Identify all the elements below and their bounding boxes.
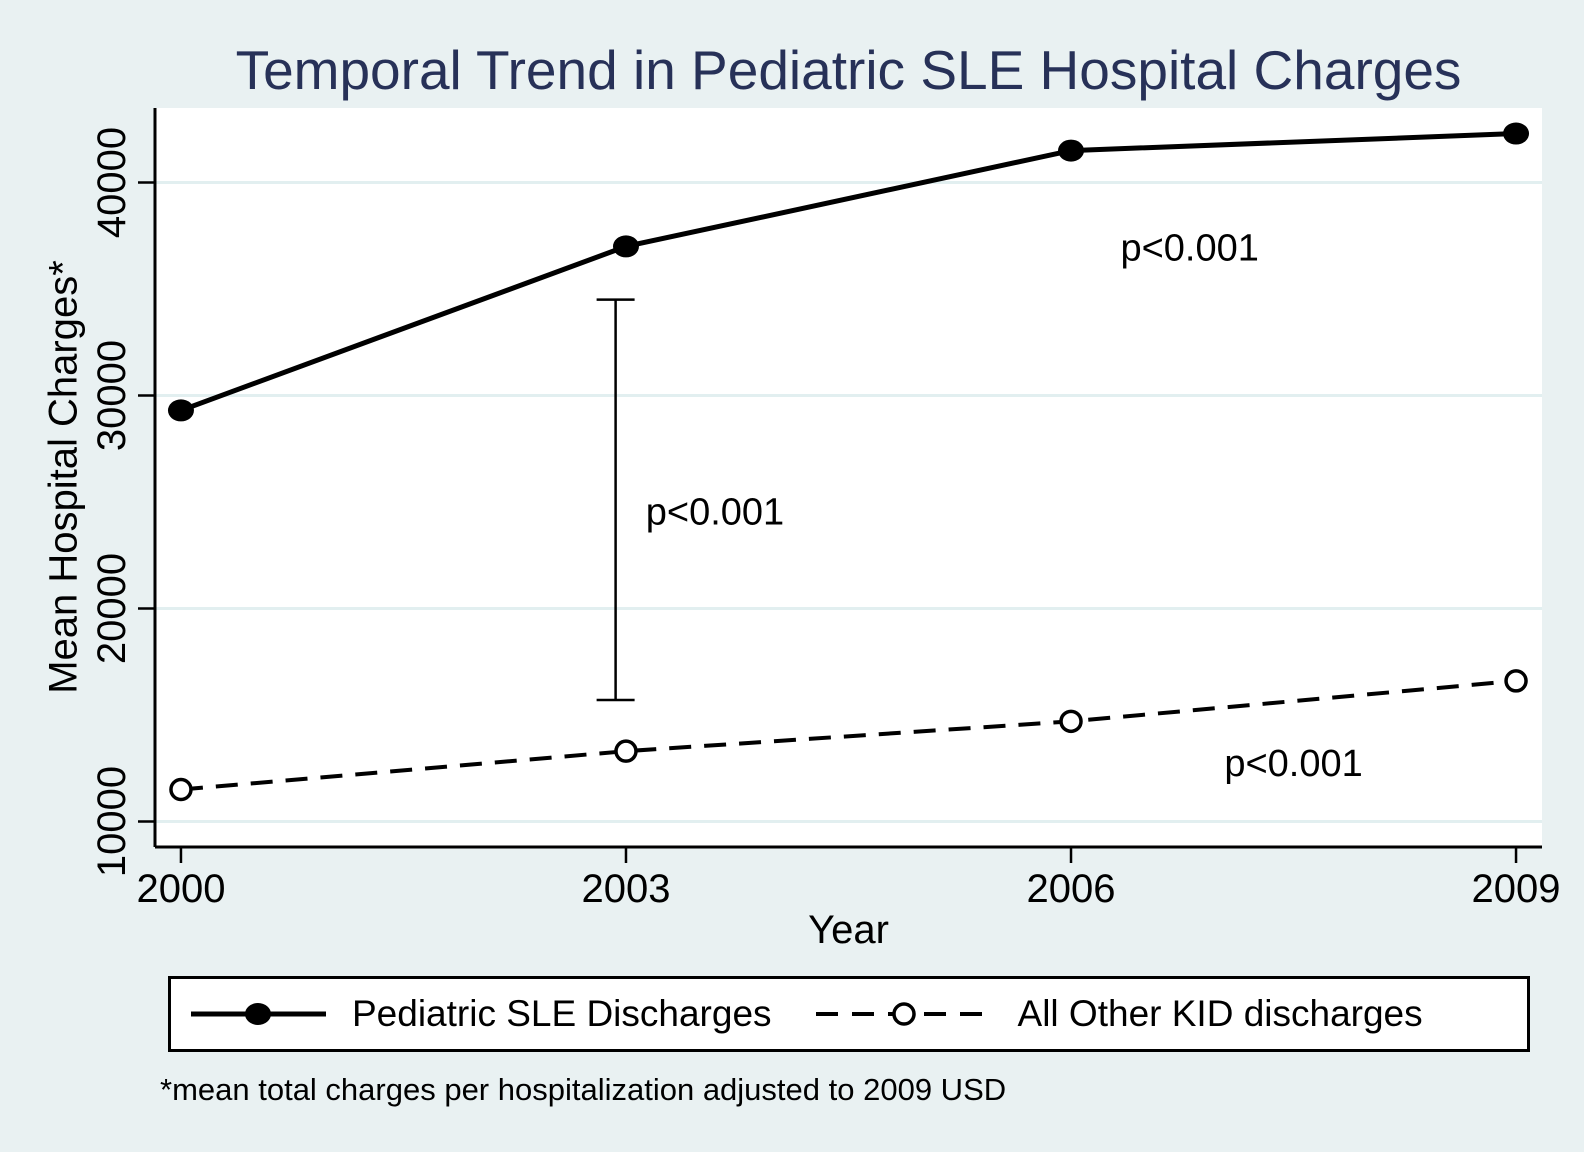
footnote: *mean total charges per hospitalization … <box>160 1072 1007 1107</box>
data-point-open-circle <box>1504 669 1528 693</box>
p-value-annotation: p<0.001 <box>646 492 784 534</box>
data-point-open-circle <box>614 739 638 763</box>
legend-label-sle: Pediatric SLE Discharges <box>352 993 772 1034</box>
legend-item-kid: All Other KID discharges <box>815 993 1423 1035</box>
y-tick-label: 20000 <box>90 553 134 664</box>
y-tick-label: 30000 <box>90 340 134 451</box>
data-point-open-circle <box>169 777 193 802</box>
series-line-solid <box>180 131 1517 413</box>
solid-line-filled-circle-sample <box>191 1003 326 1025</box>
p-value-annotation: p<0.001 <box>1120 228 1258 270</box>
p-value-annotation: p<0.001 <box>1224 743 1362 785</box>
legend-item-sle: Pediatric SLE Discharges <box>191 993 772 1035</box>
dashed-line-open-circle-sample <box>815 1002 992 1026</box>
y-tick-label: 10000 <box>90 766 134 877</box>
y-axis-title: Mean Hospital Charges* <box>41 260 86 694</box>
x-tick-label: 2000 <box>136 867 225 911</box>
data-point-filled-circle <box>612 235 639 258</box>
data-point-filled-circle <box>167 399 194 422</box>
data-point-filled-circle <box>1058 139 1085 162</box>
legend: Pediatric SLE Discharges All Other KID d… <box>168 976 1530 1052</box>
x-tick-label: 2009 <box>1472 867 1561 911</box>
x-tick-label: 2003 <box>581 867 670 911</box>
series-line-dashed <box>180 678 1517 792</box>
y-tick-label: 40000 <box>90 127 134 238</box>
data-point-open-circle <box>1059 709 1083 734</box>
plot-background <box>155 108 1542 847</box>
x-tick-label: 2006 <box>1027 867 1116 911</box>
data-point-filled-circle <box>1503 122 1530 145</box>
chart-title: Temporal Trend in Pediatric SLE Hospital… <box>235 39 1462 101</box>
legend-label-kid: All Other KID discharges <box>1017 993 1423 1034</box>
x-axis-title: Year <box>808 908 889 952</box>
